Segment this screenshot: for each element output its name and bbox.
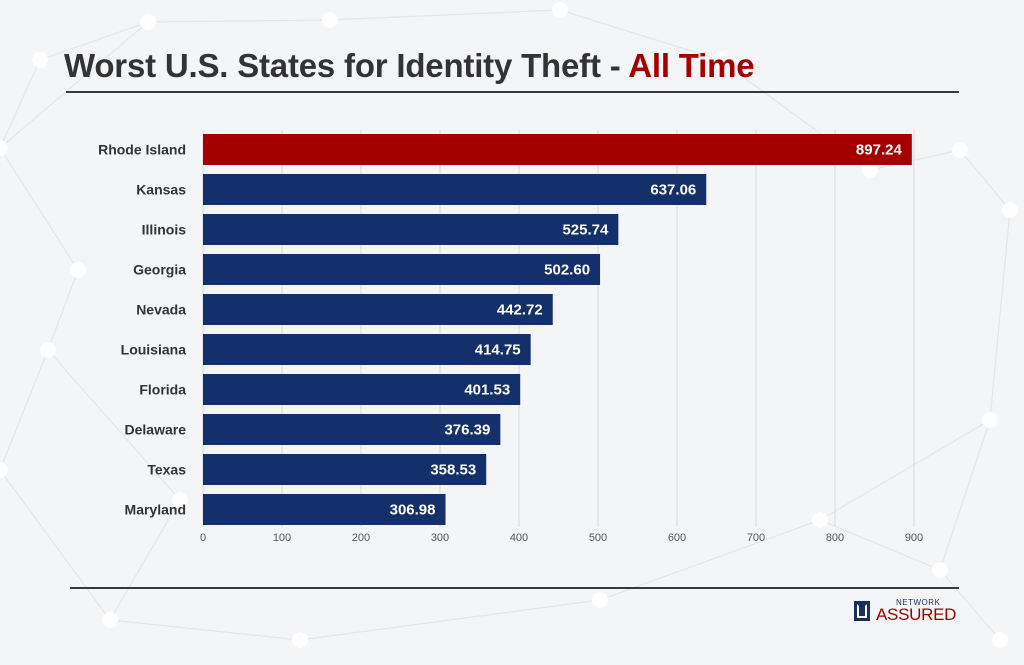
background-link-line [329,9,561,21]
background-link-line [0,147,79,271]
background-node-dot [952,142,968,158]
background-node-dot [992,632,1008,648]
category-label: Kansas [136,182,186,198]
bar [203,254,601,285]
bar-value-label: 442.72 [497,302,543,319]
background-link-line [39,21,149,61]
background-link-line [0,349,49,471]
background-link-line [0,21,149,149]
category-label: Rhode Island [98,142,186,158]
background-node-dot [40,342,56,358]
category-label: Louisiana [121,342,187,358]
background-node-dot [102,612,118,628]
x-tick-label: 700 [747,532,765,544]
background-link-line [939,419,991,571]
bar [203,294,553,325]
category-label: Texas [147,462,186,478]
bar-value-label: 358.53 [430,462,476,479]
background-node-dot [1002,202,1018,218]
bar-value-label: 306.98 [390,502,436,519]
background-link-line [989,209,1011,421]
x-tick-label: 100 [273,532,291,544]
background-node-dot [0,462,8,478]
x-tick-label: 0 [200,532,206,544]
bar [203,414,501,445]
background-node-dot [32,52,48,68]
x-tick-label: 400 [510,532,528,544]
category-label: Georgia [133,262,186,278]
network-assured-logo: NETWORK ASSURED [854,598,964,624]
bar-value-label: 637.06 [650,182,696,199]
bar-value-label: 401.53 [464,382,510,399]
background-node-dot [862,162,878,178]
page-title: Worst U.S. States for Identity Theft - A… [64,47,755,85]
background-node-dot [292,632,308,648]
background-node-dot [552,2,568,18]
footer-divider [70,587,959,589]
category-label: Nevada [136,302,186,318]
background-node-dot [172,492,188,508]
background-link-line [0,469,111,621]
background-link-line [147,19,331,23]
background-node-dot [592,592,608,608]
bar [203,334,531,365]
logo-big-text: ASSURED [876,605,957,624]
x-tick-label: 500 [589,532,607,544]
x-tick-label: 600 [668,532,686,544]
x-tick-label: 900 [905,532,923,544]
background-node-dot [812,512,828,528]
category-label: Delaware [125,422,187,438]
background-link-line [559,9,721,61]
title-main-text: Worst U.S. States for Identity Theft - [64,47,629,84]
background-node-dot [322,12,338,28]
background-node-dot [70,262,86,278]
bar-value-label: 376.39 [444,422,490,439]
background-link-line [599,519,821,601]
background-link-line [109,499,181,621]
chart-category-labels: Rhode Island Kansas Illinois Georgia Nevada L… [98,142,186,518]
bar [203,374,521,405]
bar [203,494,446,525]
title-divider [66,91,959,93]
chart-x-ticks: 0 100 200 300 400 500 600 700 800 900 [200,532,923,544]
category-label: Illinois [142,222,187,238]
bar-value-label: 897.24 [856,142,903,159]
bar [203,214,619,245]
x-tick-label: 800 [826,532,844,544]
background-link-line [939,569,1001,641]
category-label: Florida [139,382,186,398]
background-link-line [819,519,941,571]
background-link-line [0,59,41,149]
category-label: Maryland [125,502,186,518]
background-node-dot [140,14,156,30]
x-tick-label: 300 [431,532,449,544]
background-node-dot [0,140,8,156]
bar-chart: 897.24 637.06 525.74 502.60 442.72 414.75 401.… [98,130,923,544]
background-link-line [819,419,991,521]
x-tick-label: 200 [352,532,370,544]
chart-bars: 897.24 637.06 525.74 502.60 442.72 414.75 401.… [203,134,912,525]
background-link-line [47,349,181,501]
logo-small-text: NETWORK [896,598,941,607]
bar-value-label: 414.75 [475,342,521,359]
bar [203,454,487,485]
title-accent-text: All Time [628,47,755,84]
bar-value-label: 525.74 [562,222,609,239]
network-assured-logo-icon [854,601,870,621]
background-node-dot [932,562,948,578]
background-node-dot [712,52,728,68]
background-link-line [299,599,601,641]
bar [203,174,707,205]
background-link-line [959,149,1011,211]
background-link-line [47,269,79,351]
bar [203,134,912,165]
background-node-dot [982,412,998,428]
bar-value-label: 502.60 [544,262,590,279]
background-link-line [109,619,301,641]
background-link-line [869,149,961,171]
